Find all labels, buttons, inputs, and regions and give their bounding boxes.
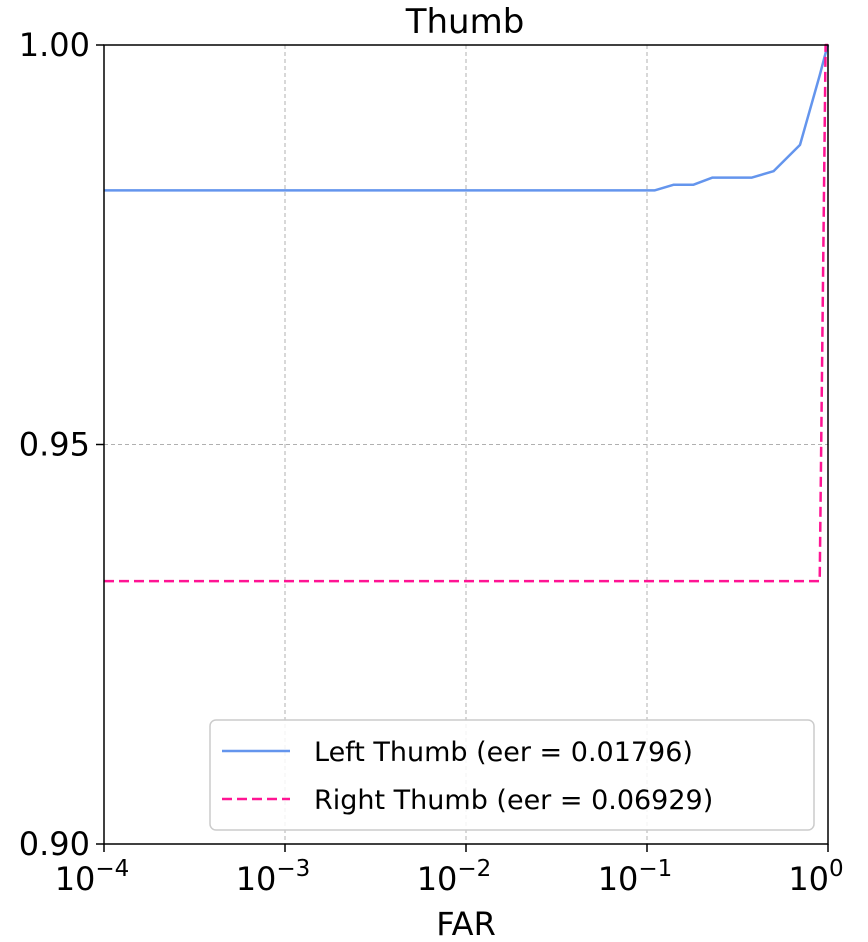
x-tick-label: 10−4 <box>55 856 130 898</box>
chart-title: Thumb <box>405 2 525 42</box>
legend: Left Thumb (eer = 0.01796) Right Thumb (e… <box>209 719 815 831</box>
x-axis-label: FAR <box>436 905 496 942</box>
x-tick-label: 100 <box>788 856 843 898</box>
y-tick-label: 1.00 <box>19 26 90 64</box>
grid-lines <box>104 45 828 844</box>
y-tick-label: 0.90 <box>19 825 90 863</box>
y-tick-label: 0.95 <box>19 426 90 464</box>
legend-items: Left Thumb (eer = 0.01796) Right Thumb (e… <box>222 737 713 816</box>
x-tick-label: 10−3 <box>236 856 311 898</box>
legend-box <box>209 719 815 831</box>
legend-label-2: Right Thumb (eer = 0.06929) <box>314 785 713 816</box>
series-line-1 <box>104 44 830 192</box>
x-tick-label: 10−1 <box>598 856 673 898</box>
axis-ticks: 10−4 10−3 10−2 10−1 100 0.90 0.95 1.00 <box>19 26 844 898</box>
legend-label-1: Left Thumb (eer = 0.01796) <box>314 737 693 768</box>
x-tick-label: 10−2 <box>417 856 492 898</box>
